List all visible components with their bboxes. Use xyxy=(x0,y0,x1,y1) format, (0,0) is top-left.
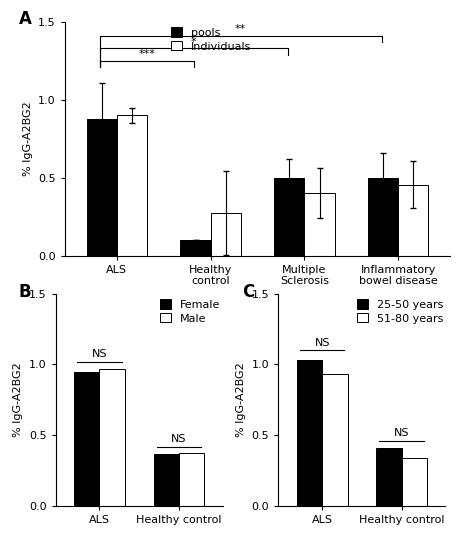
Legend: pools, Individuals: pools, Individuals xyxy=(170,27,250,52)
Text: *: * xyxy=(190,36,196,47)
Text: NS: NS xyxy=(92,349,107,359)
Legend: Female, Male: Female, Male xyxy=(160,299,220,324)
Bar xyxy=(398,185,427,256)
Text: A: A xyxy=(19,10,31,28)
Bar xyxy=(99,369,125,506)
Y-axis label: % IgG-A2BG2: % IgG-A2BG2 xyxy=(13,362,24,437)
Text: ***: *** xyxy=(138,49,155,59)
Text: B: B xyxy=(19,283,31,301)
Bar xyxy=(304,193,334,256)
Text: C: C xyxy=(241,283,253,301)
Bar xyxy=(179,453,204,506)
Text: NS: NS xyxy=(393,428,408,438)
Bar xyxy=(153,454,179,506)
Bar xyxy=(368,178,398,256)
Bar xyxy=(116,115,146,256)
Bar xyxy=(401,458,426,506)
Bar xyxy=(296,360,321,506)
Bar xyxy=(87,119,116,256)
Bar xyxy=(210,213,240,256)
Y-axis label: % IgG-A2BG2: % IgG-A2BG2 xyxy=(236,362,246,437)
Text: **: ** xyxy=(234,24,246,34)
Bar xyxy=(375,448,401,506)
Bar xyxy=(274,178,304,256)
Legend: 25-50 years, 51-80 years: 25-50 years, 51-80 years xyxy=(356,299,442,324)
Text: NS: NS xyxy=(171,434,186,444)
Bar xyxy=(74,372,99,506)
Bar xyxy=(180,240,210,256)
Text: NS: NS xyxy=(314,337,329,348)
Bar xyxy=(321,374,347,506)
Y-axis label: % IgG-A2BG2: % IgG-A2BG2 xyxy=(23,101,33,176)
